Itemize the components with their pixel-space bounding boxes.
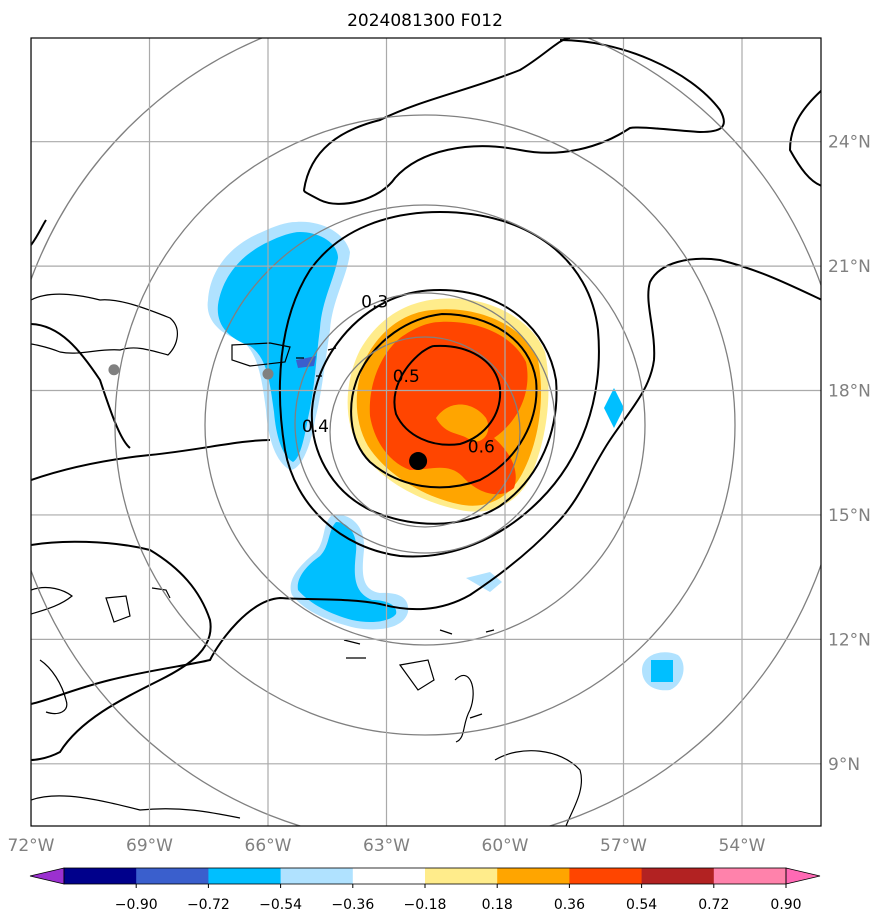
colorbar-extend-low	[29, 867, 65, 885]
range-ring-3	[204, 204, 646, 646]
cuba-jamaica-coast	[31, 586, 171, 715]
contour-northwest	[31, 219, 131, 449]
negative-patch-small-1	[604, 388, 624, 428]
colorbar-tick-label: 0.18	[482, 897, 513, 913]
negative-region-west-core	[217, 232, 338, 462]
colorbar-segment	[425, 868, 498, 884]
lat-tick-label: 21°N	[828, 257, 871, 277]
contour-label: 0.4	[302, 417, 329, 437]
markers	[108, 364, 428, 471]
contour-far-east	[788, 89, 821, 187]
negative-region-south-core	[297, 522, 397, 622]
contour-mid	[310, 288, 558, 525]
colorbar-segment	[208, 868, 282, 884]
negative-patch-small-2	[466, 572, 502, 592]
contour-northeast-arc	[303, 38, 571, 191]
lat-tick-label: 15°N	[828, 506, 871, 526]
reference-point-marker	[262, 368, 274, 380]
lon-tick-label: 69°W	[126, 836, 173, 856]
lat-tick-label: 9°N	[828, 755, 860, 775]
map-area: 0.3 0.5 0.4 0.6	[31, 38, 821, 826]
colorbar: −0.90 −0.72 −0.54 −0.36 −0.18 0.18 0.36 0.54 0.7…	[29, 867, 821, 913]
range-rings	[31, 38, 821, 826]
contour-inner-2	[393, 344, 502, 446]
colorbar-segment	[352, 868, 426, 884]
colorbar-segment	[569, 868, 643, 884]
lat-tick-labels: 9°N 12°N 15°N 18°N 21°N 24°N	[828, 133, 871, 775]
lon-tick-label: 72°W	[8, 836, 55, 856]
lon-tick-label: 60°W	[482, 836, 529, 856]
hispaniola-coast	[31, 293, 178, 356]
lat-tick-label: 24°N	[828, 133, 871, 153]
colorbar-tick-label: 0.54	[626, 897, 657, 913]
colorbar-tick-label: −0.54	[259, 897, 302, 913]
reference-point-marker	[108, 364, 120, 376]
lon-tick-label: 57°W	[600, 836, 647, 856]
contour-east	[31, 257, 821, 705]
colorbar-tick-label: −0.36	[331, 897, 374, 913]
lon-tick-label: 63°W	[363, 836, 410, 856]
lat-tick-label: 12°N	[828, 630, 871, 650]
colorbar-tick-label: 0.36	[554, 897, 585, 913]
positive-orange-inner	[436, 404, 489, 442]
colorbar-segment	[136, 868, 209, 884]
contour-label: 0.5	[393, 367, 420, 387]
contour-outer	[278, 210, 600, 558]
range-ring-2	[294, 292, 556, 554]
puerto-rico-coast	[231, 342, 291, 367]
colorbar-segment	[64, 868, 137, 884]
contour-label: 0.3	[361, 293, 388, 313]
colorbar-tick-label: −0.72	[187, 897, 230, 913]
colorbar-extend-high	[785, 867, 821, 885]
negative-patch-east-core	[651, 660, 673, 682]
contour-inner-1	[350, 312, 538, 489]
dark-blue-patch	[296, 356, 316, 368]
contour-label: 0.6	[468, 438, 495, 458]
colorbar-segment	[280, 868, 354, 884]
lesser-antilles	[343, 629, 495, 719]
range-ring-4	[114, 114, 736, 736]
south-america-coast	[31, 659, 582, 826]
lat-tick-label: 18°N	[828, 382, 871, 402]
coastlines	[31, 293, 582, 826]
chart-title: 2024081300 F012	[347, 11, 503, 31]
storm-center-marker	[409, 452, 428, 471]
contour-labels: 0.3 0.5 0.4 0.6	[302, 293, 495, 458]
lon-tick-labels: 72°W 69°W 66°W 63°W 60°W 57°W 54°W	[8, 836, 766, 856]
colorbar-tick-label: 0.90	[770, 897, 801, 913]
colorbar-segment	[713, 868, 787, 884]
range-ring-1	[329, 336, 521, 528]
colorbar-segment	[497, 868, 570, 884]
colorbar-tick-label: −0.90	[115, 897, 158, 913]
lon-tick-label: 54°W	[719, 836, 766, 856]
black-contours	[31, 38, 821, 761]
gridlines	[31, 38, 821, 826]
colorbar-tick-label: −0.18	[404, 897, 447, 913]
map-frame	[30, 37, 822, 827]
colorbar-tick-label: 0.72	[698, 897, 729, 913]
shaded-field	[207, 221, 684, 691]
lon-tick-label: 66°W	[245, 836, 292, 856]
contour-north-arc	[303, 39, 725, 205]
colorbar-segment	[641, 868, 715, 884]
